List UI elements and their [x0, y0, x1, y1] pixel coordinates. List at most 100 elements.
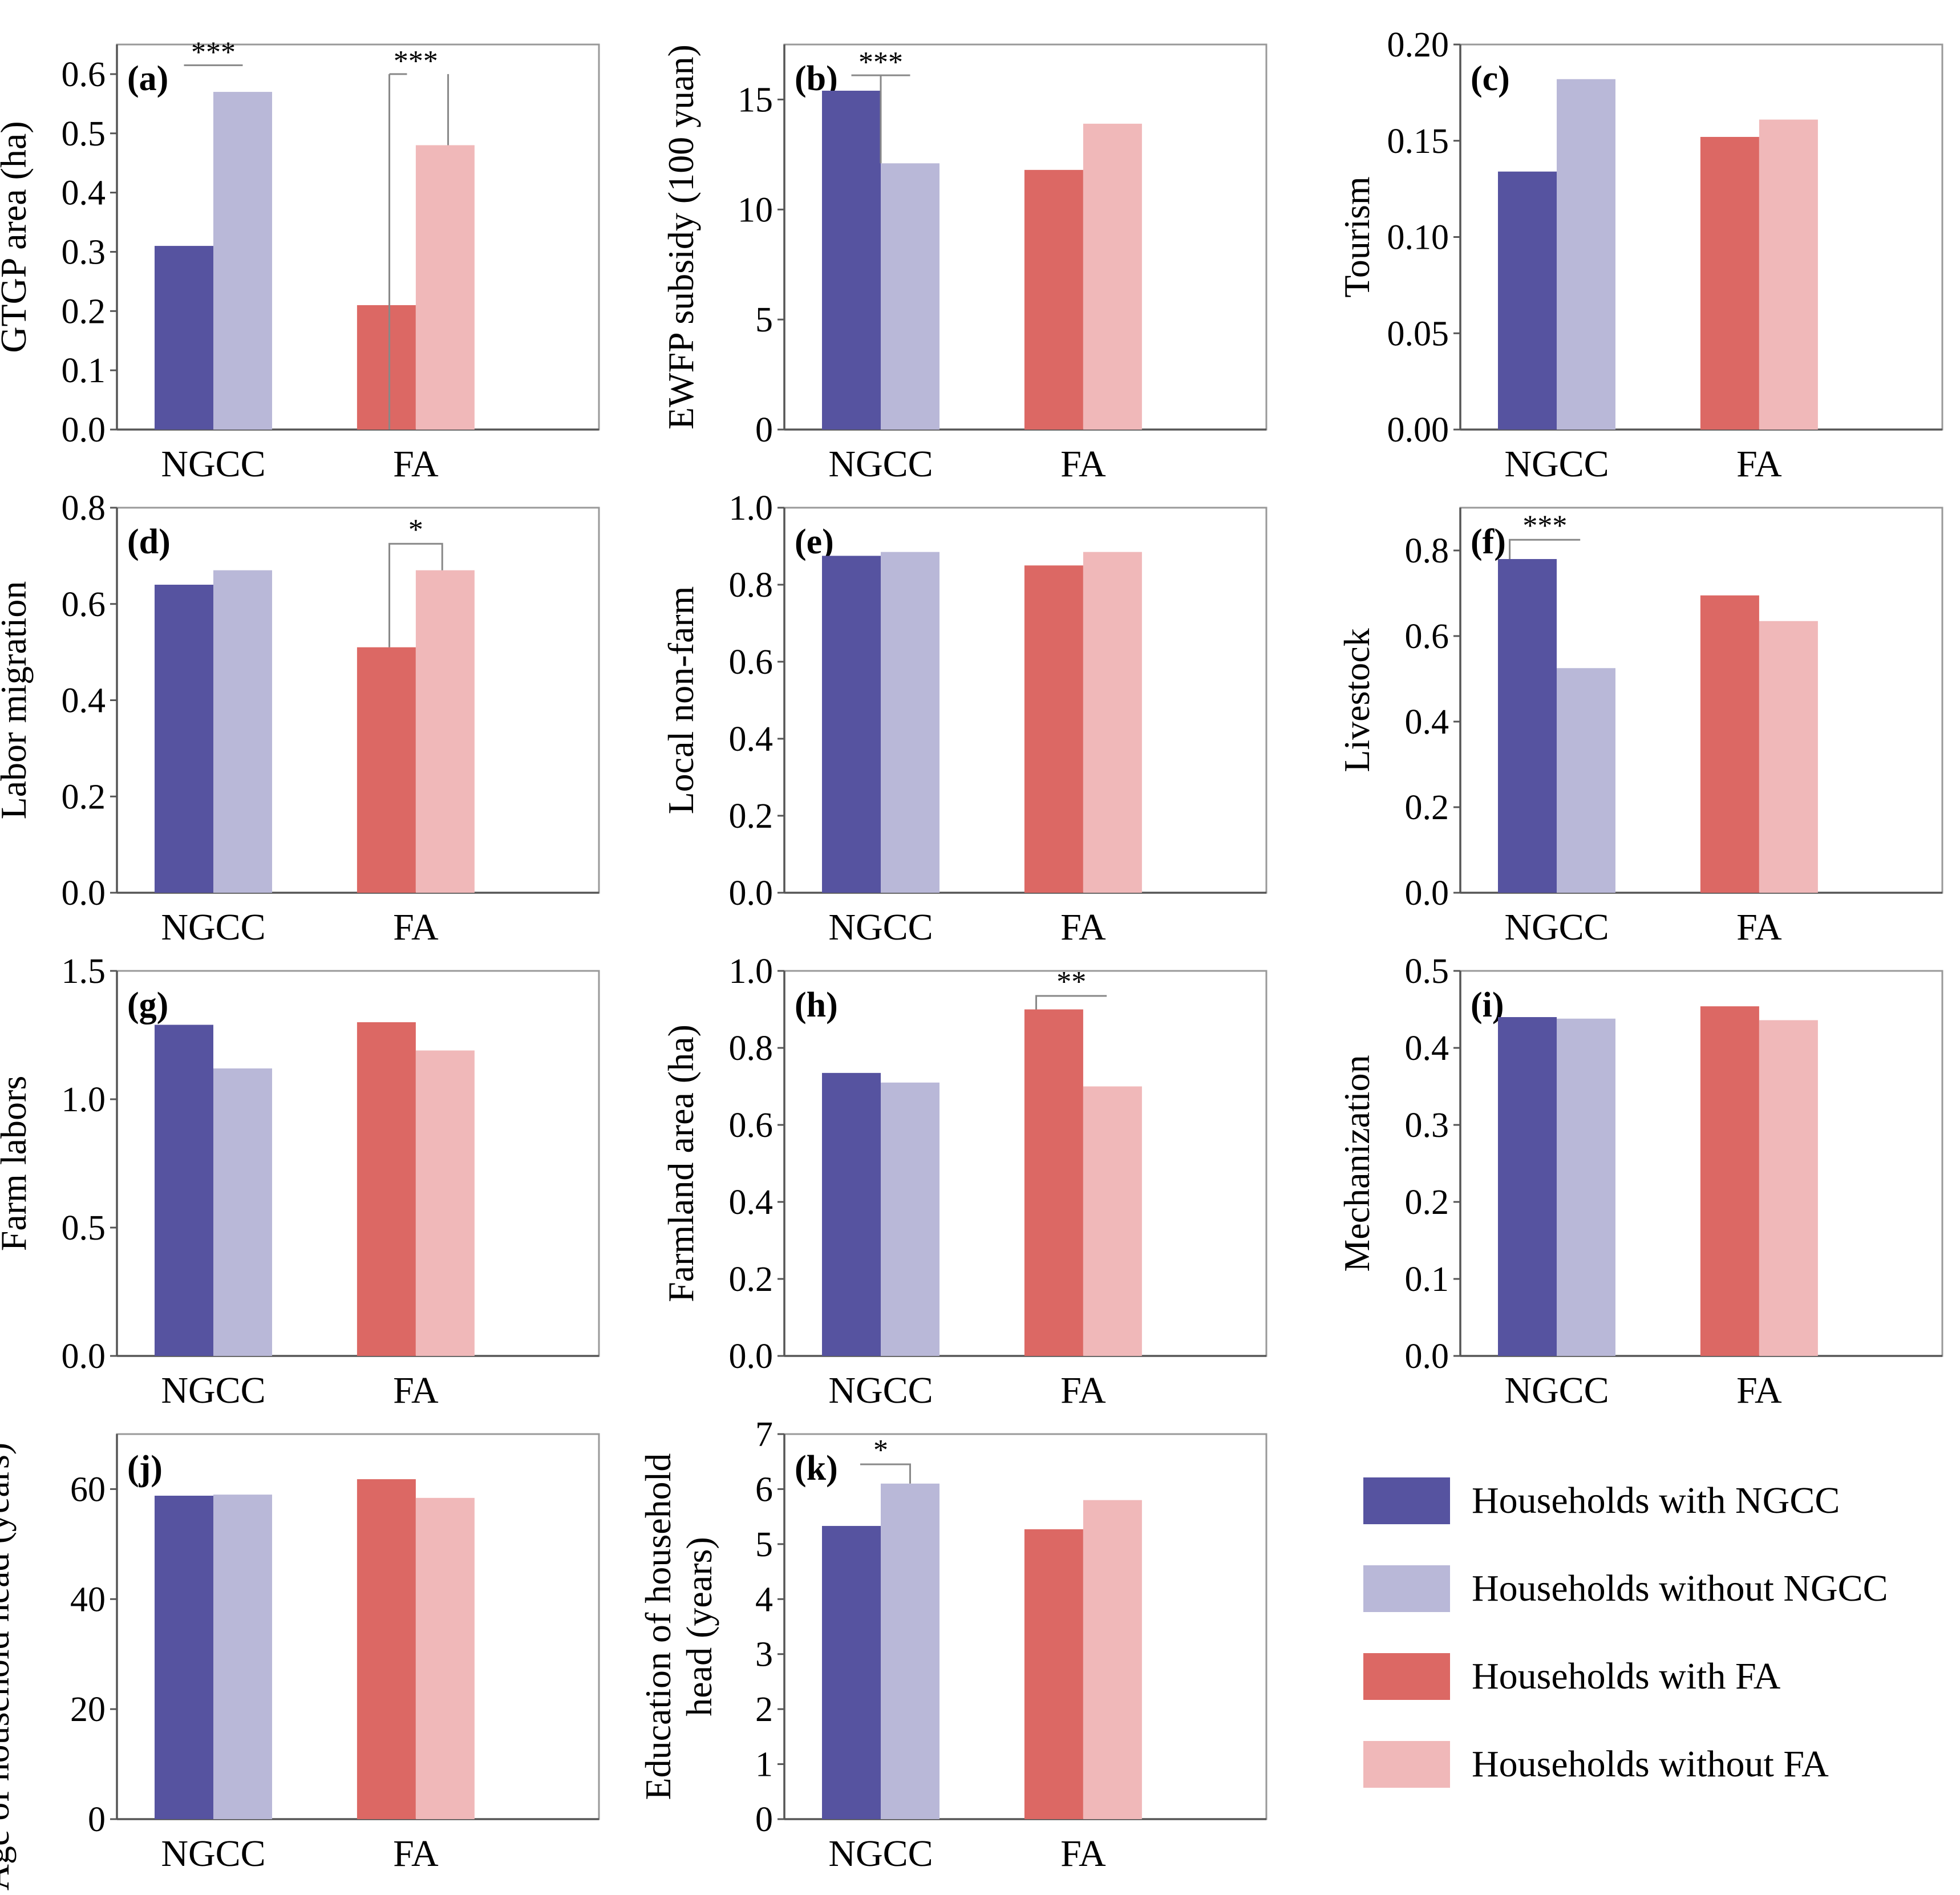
y-axis-label: Labor migration — [0, 581, 34, 820]
bar-fa-with — [357, 1479, 416, 1819]
legend-label: Households without FA — [1472, 1743, 1829, 1785]
x-tick-label: FA — [1060, 906, 1106, 948]
y-tick-label: 0.8 — [729, 566, 774, 605]
panel-e: 0.0 0.2 0.4 0.6 0.8 1.0 Local non-farm (e) NGCC F… — [661, 489, 1267, 948]
x-tick-label: NGCC — [1504, 1370, 1609, 1411]
y-tick-label: 0.0 — [1405, 1337, 1449, 1376]
x-tick-label: FA — [1736, 1370, 1782, 1411]
panel-label: (a) — [127, 59, 168, 98]
y-tick-label: 0.0 — [62, 411, 106, 450]
y-tick-label: 0.8 — [1405, 532, 1449, 570]
y-tick-label: 0.4 — [729, 720, 774, 759]
x-tick-label: NGCC — [161, 1370, 265, 1411]
panel-f: 0.0 0.2 0.4 0.6 0.8 Livestock (f) NGCC FA *** — [1337, 507, 1943, 948]
y-tick-label: 0.2 — [1405, 1183, 1449, 1222]
bar-fa-with — [357, 1022, 416, 1356]
y-tick-label: 0.6 — [62, 55, 106, 94]
y-tick-label: 1.5 — [62, 952, 106, 991]
x-tick-label: NGCC — [828, 1370, 933, 1411]
legend: Households with NGCC Households without N… — [1363, 1477, 1888, 1788]
y-tick-label: 0.2 — [62, 778, 106, 816]
y-tick-label: 0.4 — [1405, 1029, 1449, 1068]
panel-d: 0.0 0.2 0.4 0.6 0.8 Labor migration (d) NGCC FA * — [0, 489, 600, 948]
panel-label: (c) — [1471, 59, 1510, 98]
panel-label: (h) — [795, 986, 838, 1025]
bar-fa-with — [1024, 1009, 1083, 1356]
x-tick-label: NGCC — [828, 906, 933, 948]
legend-label: Households with FA — [1472, 1655, 1781, 1697]
bar-fa-without — [1083, 552, 1142, 893]
bar-fa-without — [1759, 621, 1818, 893]
y-tick-label: 5 — [755, 1525, 773, 1564]
bar-fa-without — [1083, 1086, 1142, 1356]
panel-a: 0.0 0.1 0.2 0.3 0.4 0.5 0.6 GTGP area (ha) (a) NG… — [0, 36, 600, 485]
bar-ngcc-without — [213, 1495, 272, 1819]
y-tick-label: 1.0 — [729, 952, 774, 991]
bar-ngcc-without — [881, 163, 939, 430]
y-tick-label: 20 — [70, 1690, 106, 1729]
x-tick-label: FA — [393, 443, 439, 485]
y-tick-label: 2 — [755, 1690, 773, 1729]
bar-ngcc-with — [1498, 171, 1557, 430]
y-tick-label: 0.2 — [729, 797, 774, 836]
bar-fa-without — [1083, 123, 1142, 430]
x-tick-label: NGCC — [161, 1833, 265, 1874]
bar-fa-with — [1024, 1529, 1083, 1819]
y-tick-label: 0.4 — [729, 1183, 774, 1222]
x-tick-label: FA — [393, 906, 439, 948]
significance-bracket — [388, 542, 443, 647]
panel-g: 0.0 0.5 1.0 1.5 Farm labors (g) NGCC FA — [0, 952, 600, 1411]
bar-fa-with — [1024, 565, 1083, 893]
panel-c: 0.00 0.05 0.10 0.15 0.20 Tourism (c) NGCC FA — [1337, 26, 1943, 485]
panel-label: (j) — [127, 1449, 163, 1488]
significance-marker: *** — [1522, 509, 1567, 542]
y-tick-label: 0.4 — [62, 682, 106, 720]
y-tick-label: 6 — [755, 1470, 773, 1509]
bar-fa-without — [1083, 1500, 1142, 1819]
y-axis-label: GTGP area (ha) — [0, 121, 34, 353]
x-tick-label: FA — [1736, 443, 1782, 485]
y-tick-label: 0.1 — [1405, 1260, 1449, 1299]
bar-fa-without — [415, 1050, 475, 1356]
y-tick-label: 0 — [755, 411, 773, 450]
bar-fa-with — [1024, 169, 1083, 430]
bar-fa-with — [357, 647, 416, 893]
significance-bracket — [851, 74, 910, 164]
y-tick-label: 0.0 — [729, 1337, 774, 1376]
y-tick-label: 0.20 — [1387, 26, 1449, 64]
y-tick-label: 0.5 — [1405, 952, 1449, 991]
bar-fa-with — [1700, 1006, 1759, 1356]
significance-marker: *** — [858, 46, 903, 79]
legend-swatch — [1363, 1565, 1450, 1612]
y-tick-label: 0.0 — [62, 1337, 106, 1376]
y-tick-label: 0.3 — [1405, 1106, 1449, 1145]
y-tick-label: 4 — [755, 1580, 773, 1619]
y-tick-label: 5 — [755, 301, 773, 339]
x-tick-label: FA — [1736, 906, 1782, 948]
x-tick-label: FA — [1060, 443, 1106, 485]
panel-label: (g) — [127, 986, 168, 1025]
y-tick-label: 0.5 — [62, 1209, 106, 1248]
y-tick-label: 0.2 — [729, 1260, 774, 1299]
bar-ngcc-without — [881, 1082, 939, 1356]
y-axis-label: Age of household head (years) — [0, 1443, 17, 1891]
bar-fa-without — [415, 1497, 475, 1819]
x-tick-label: NGCC — [1504, 443, 1609, 485]
y-tick-label: 0.8 — [729, 1029, 774, 1068]
x-tick-label: FA — [1060, 1370, 1106, 1411]
y-axis-label: Livestock — [1337, 628, 1377, 772]
panel-h: 0.0 0.2 0.4 0.6 0.8 1.0 Farmland area (ha) (h) N… — [661, 952, 1267, 1411]
legend-swatch — [1363, 1653, 1450, 1700]
y-tick-label: 0.0 — [1405, 874, 1449, 913]
bar-fa-without — [415, 570, 475, 893]
x-tick-label: FA — [393, 1833, 439, 1874]
significance-marker: ** — [1056, 966, 1086, 998]
bar-ngcc-without — [1557, 1018, 1615, 1356]
legend-label: Households with NGCC — [1472, 1480, 1840, 1521]
bar-fa-without — [1759, 1020, 1818, 1356]
y-axis-label: Mechanization — [1337, 1055, 1377, 1272]
bar-ngcc-with — [822, 91, 881, 430]
y-axis-label: Local non-farm — [661, 586, 701, 815]
bar-ngcc-with — [1498, 1017, 1557, 1356]
bar-fa-without — [415, 145, 475, 430]
